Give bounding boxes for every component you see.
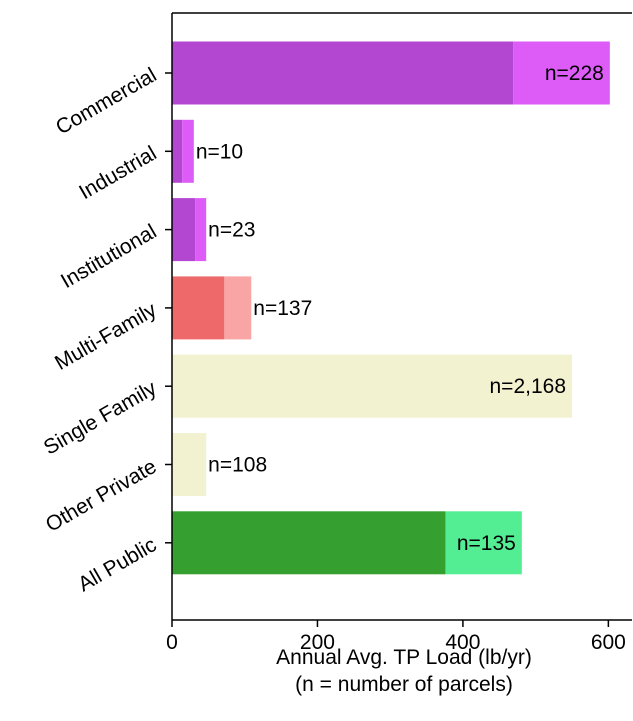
bar-labels-group: n=228 n=10 n=23 n=137 n=2,168 n=108 n=135 <box>196 62 604 555</box>
category-label-commercial: Commercial <box>52 63 161 139</box>
bar-commercial <box>172 41 514 105</box>
bar-institutional <box>172 198 196 262</box>
x-axis-label: Annual Avg. TP Load (lb/yr) <box>276 646 532 669</box>
bar-label-other-private: n=108 <box>208 454 267 477</box>
bar-secondary-multi-family <box>224 276 252 340</box>
category-label-institutional: Institutional <box>57 220 161 293</box>
x-tick-label-200: 200 <box>300 631 335 654</box>
category-label-all-public: All Public <box>74 533 160 596</box>
bar-other-private <box>172 433 207 496</box>
category-label-multi-family: Multi-Family <box>51 298 161 375</box>
bar-secondary-all-public <box>445 511 522 575</box>
x-ticks-group: 0 200 400 600 <box>165 72 626 654</box>
x-tick-label-400: 400 <box>445 631 480 654</box>
bar-multi-family <box>172 276 225 340</box>
x-tick-label-600: 600 <box>591 631 626 654</box>
bar-secondary-commercial <box>513 41 610 105</box>
x-tick-label-0: 0 <box>166 631 178 654</box>
bar-secondary-industrial <box>182 119 194 183</box>
bar-secondary-institutional <box>195 198 207 262</box>
bars-group <box>172 41 610 575</box>
bar-label-industrial: n=10 <box>196 140 243 163</box>
bar-single-family <box>172 354 572 418</box>
category-label-single-family: Single Family <box>40 376 161 459</box>
bar-industrial <box>172 119 183 183</box>
x-axis-label-line2: (n = number of parcels) <box>295 673 513 696</box>
bar-all-public <box>172 511 446 575</box>
bar-label-commercial: n=228 <box>545 62 604 85</box>
category-label-other-private: Other Private <box>42 455 161 537</box>
bar-label-all-public: n=135 <box>457 532 516 555</box>
category-label-industrial: Industrial <box>75 142 160 205</box>
bar-label-single-family: n=2,168 <box>490 375 567 398</box>
bar-label-institutional: n=23 <box>208 219 255 242</box>
bar-label-multi-family: n=137 <box>253 297 312 320</box>
